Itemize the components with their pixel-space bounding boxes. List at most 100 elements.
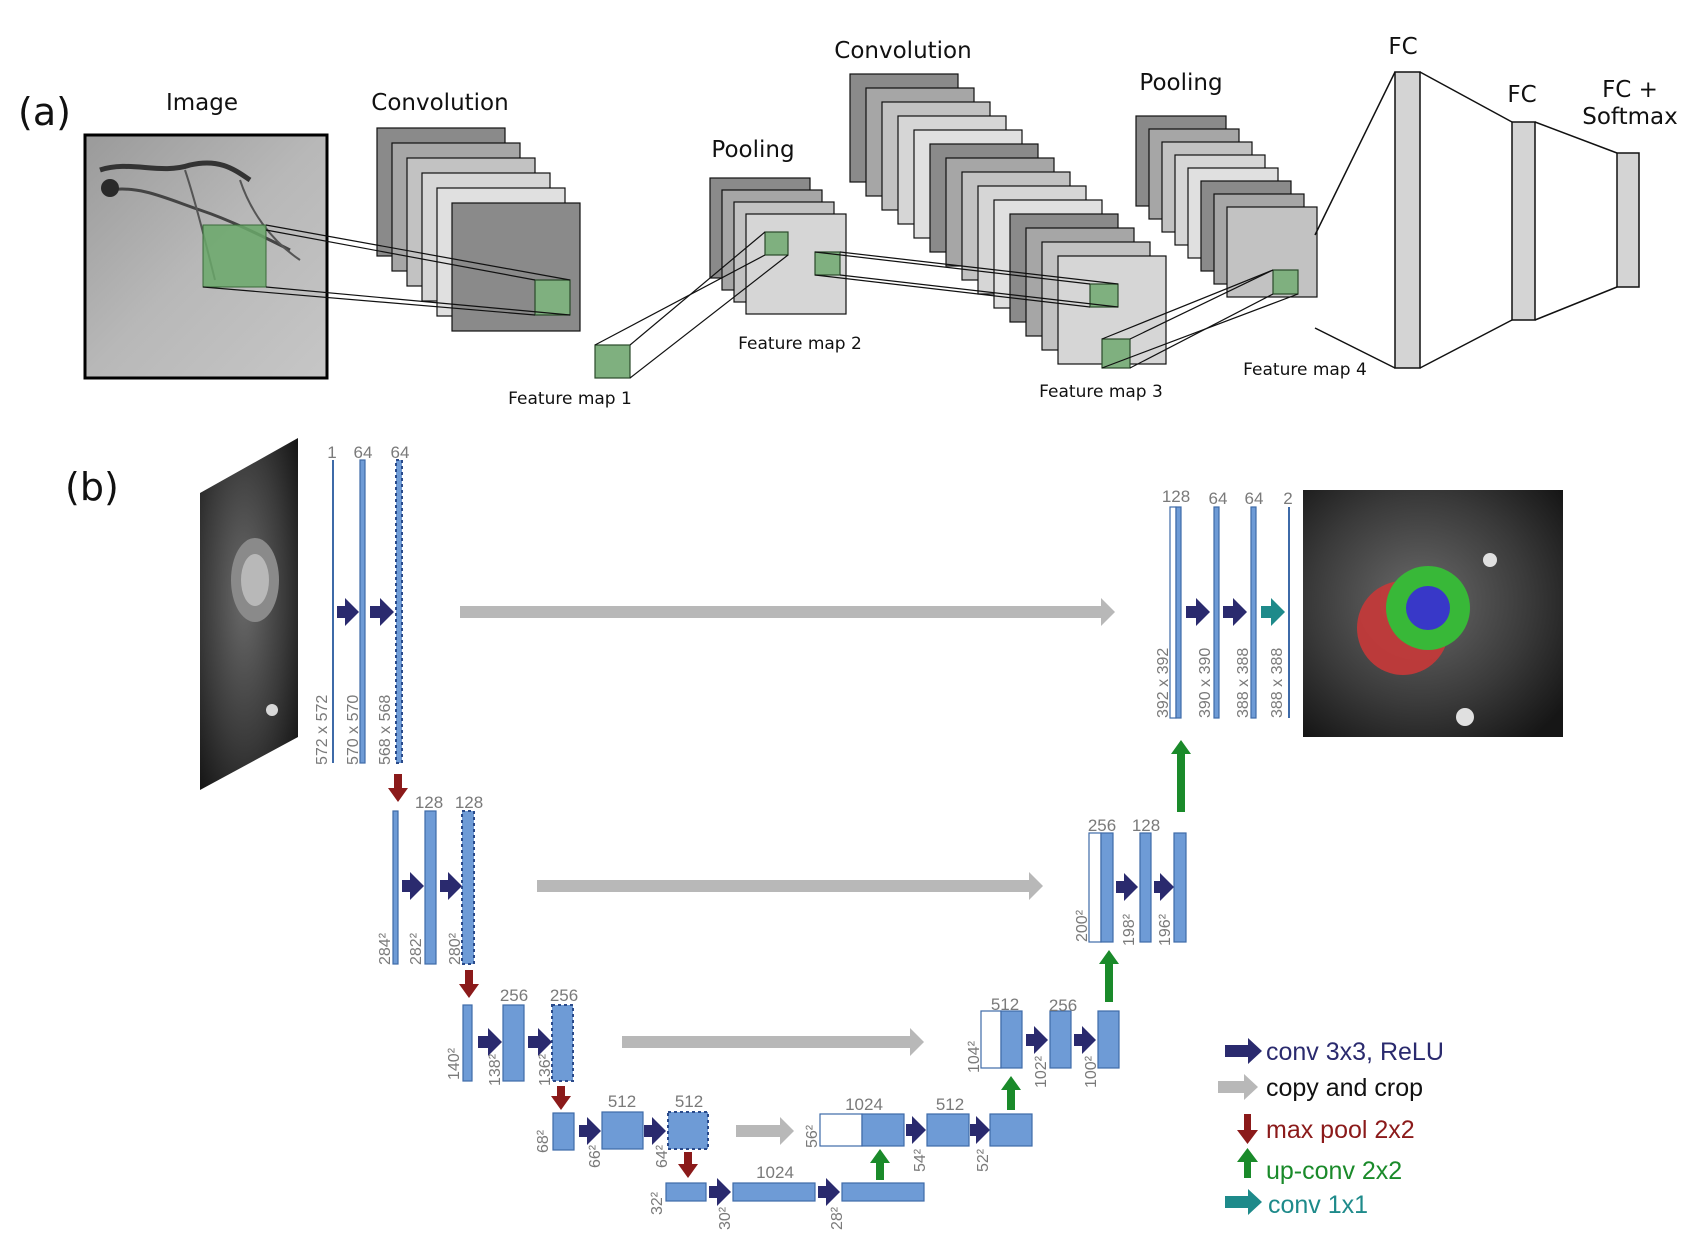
dim-l1-in: 572 x 572	[314, 695, 331, 765]
pool1-patch-1	[764, 231, 789, 256]
u4-block-up	[861, 1113, 905, 1147]
dim-l3-b: 136²	[537, 1053, 554, 1086]
pool2-patch-1	[1272, 269, 1299, 295]
legend-conv1-arrow	[1225, 1189, 1262, 1215]
dim-l3-a: 138²	[487, 1053, 504, 1086]
panel-a-label: (a)	[18, 90, 71, 134]
ch-u1-b: 64	[1245, 489, 1264, 508]
feature-map-4-label: Feature map 4	[1243, 360, 1367, 380]
ch-u2-out: 128	[1132, 816, 1160, 835]
fc1-bar	[1394, 71, 1421, 369]
l5-conv-arrow-1	[709, 1178, 731, 1206]
fc2-bar	[1511, 121, 1536, 321]
u1-block-a	[1213, 506, 1220, 719]
dim-l4-b: 64²	[654, 1144, 671, 1168]
l4-block-a	[601, 1111, 644, 1150]
ch-u1-in: 128	[1162, 487, 1190, 506]
ch-l1-in: 1	[327, 443, 336, 462]
legend-copy-arrow	[1218, 1074, 1258, 1100]
u2-block-b	[1173, 832, 1187, 943]
dim-u1-in: 392 x 392	[1155, 648, 1172, 718]
l5-block-in	[665, 1182, 707, 1202]
pool1-feature-stack	[709, 177, 847, 315]
legend-pool-text: max pool 2x2	[1266, 1116, 1415, 1144]
conv2-patch-1	[1089, 283, 1119, 308]
conv1-label: Convolution	[371, 90, 508, 116]
u2-conv-arrow-2	[1154, 873, 1174, 901]
dim-u3-a: 102²	[1033, 1055, 1050, 1088]
l4-pool-arrow	[678, 1152, 698, 1178]
u2-block-a	[1139, 832, 1152, 943]
conv2-patch-2	[1101, 338, 1131, 369]
l2-block-a	[424, 810, 437, 965]
u4-up-arrow	[1001, 1076, 1021, 1110]
dim-l2-a: 282²	[408, 932, 425, 965]
l3-conv-arrow-2	[528, 1028, 552, 1056]
unet-blocks	[332, 459, 1290, 1206]
fc3-label-line1: FC +	[1602, 77, 1658, 103]
l2-block-in	[392, 810, 399, 965]
ch-l1-a: 64	[354, 443, 373, 462]
u4-block-b	[989, 1113, 1033, 1147]
ch-u4-in: 1024	[845, 1095, 883, 1114]
dim-u4-b: 52²	[975, 1148, 992, 1172]
l4-conv-arrow-2	[644, 1117, 666, 1145]
l3-block-a	[502, 1004, 525, 1082]
fc2-label: FC	[1507, 82, 1536, 108]
l5-block-a	[732, 1182, 816, 1202]
dim-u3-in: 104²	[966, 1040, 983, 1073]
conv1-patch-1	[534, 279, 571, 316]
ch-l4-a: 512	[608, 1092, 636, 1111]
conv2-label: Convolution	[834, 38, 971, 64]
l2-conv-arrow-1	[402, 872, 424, 900]
ch-u1-out: 2	[1283, 489, 1292, 508]
dim-u3-b: 100²	[1083, 1055, 1100, 1088]
legend-pool-arrow	[1237, 1114, 1258, 1144]
dim-l5-b: 28²	[829, 1206, 846, 1230]
u4-conv-arrow-1	[906, 1116, 926, 1144]
dim-l4-a: 66²	[587, 1144, 604, 1168]
l2-copy-arrow	[537, 872, 1043, 900]
u2-block-up	[1100, 832, 1114, 943]
u1-conv1-arrow	[1261, 598, 1285, 626]
u3-conv-arrow-2	[1074, 1026, 1096, 1054]
dim-l4-in: 68²	[535, 1129, 552, 1153]
legend-conv-arrow	[1225, 1038, 1262, 1064]
conv1-patch-2	[594, 344, 631, 379]
u3-up-arrow	[1099, 950, 1119, 1002]
l1-conv-arrow-2	[370, 598, 394, 626]
l5-up-arrow	[870, 1149, 890, 1180]
conv2-feature-stack	[849, 73, 1167, 369]
ch-u1-a: 64	[1209, 489, 1228, 508]
u1-block-up	[1175, 506, 1182, 719]
feature-map-2-label: Feature map 2	[738, 334, 862, 354]
ch-u3-out: 256	[1049, 996, 1077, 1015]
l4-block-b	[667, 1111, 709, 1150]
l1-block-b	[395, 459, 403, 764]
legend-up-arrow	[1237, 1148, 1258, 1178]
l1-block-a	[359, 459, 366, 764]
l1-copy-arrow	[460, 598, 1115, 626]
u3-block-a	[1049, 1010, 1072, 1069]
l4-block-in	[552, 1112, 575, 1151]
l4-conv-arrow-1	[579, 1117, 601, 1145]
feature-map-3-label: Feature map 3	[1039, 382, 1163, 402]
u3-block-b	[1097, 1010, 1120, 1069]
u4-block-copy	[819, 1113, 863, 1147]
l1-pool-arrow	[388, 774, 408, 802]
l5-block-b	[841, 1182, 925, 1202]
dim-l3-in: 140²	[446, 1047, 463, 1080]
mri-segmentation-output	[1303, 490, 1563, 737]
image-label: Image	[166, 90, 238, 116]
pool1-label: Pooling	[711, 137, 794, 163]
ch-l2-a: 128	[415, 793, 443, 812]
ch-u3-in: 512	[991, 995, 1019, 1014]
ch-l1-b: 64	[391, 443, 410, 462]
dim-l2-in: 284²	[377, 932, 394, 965]
dim-l2-b: 280²	[447, 932, 464, 965]
fc1-label: FC	[1388, 34, 1417, 60]
dim-u1-out: 388 x 388	[1269, 648, 1286, 718]
ch-l3-a: 256	[500, 986, 528, 1005]
pool2-feature-stack	[1135, 115, 1318, 298]
